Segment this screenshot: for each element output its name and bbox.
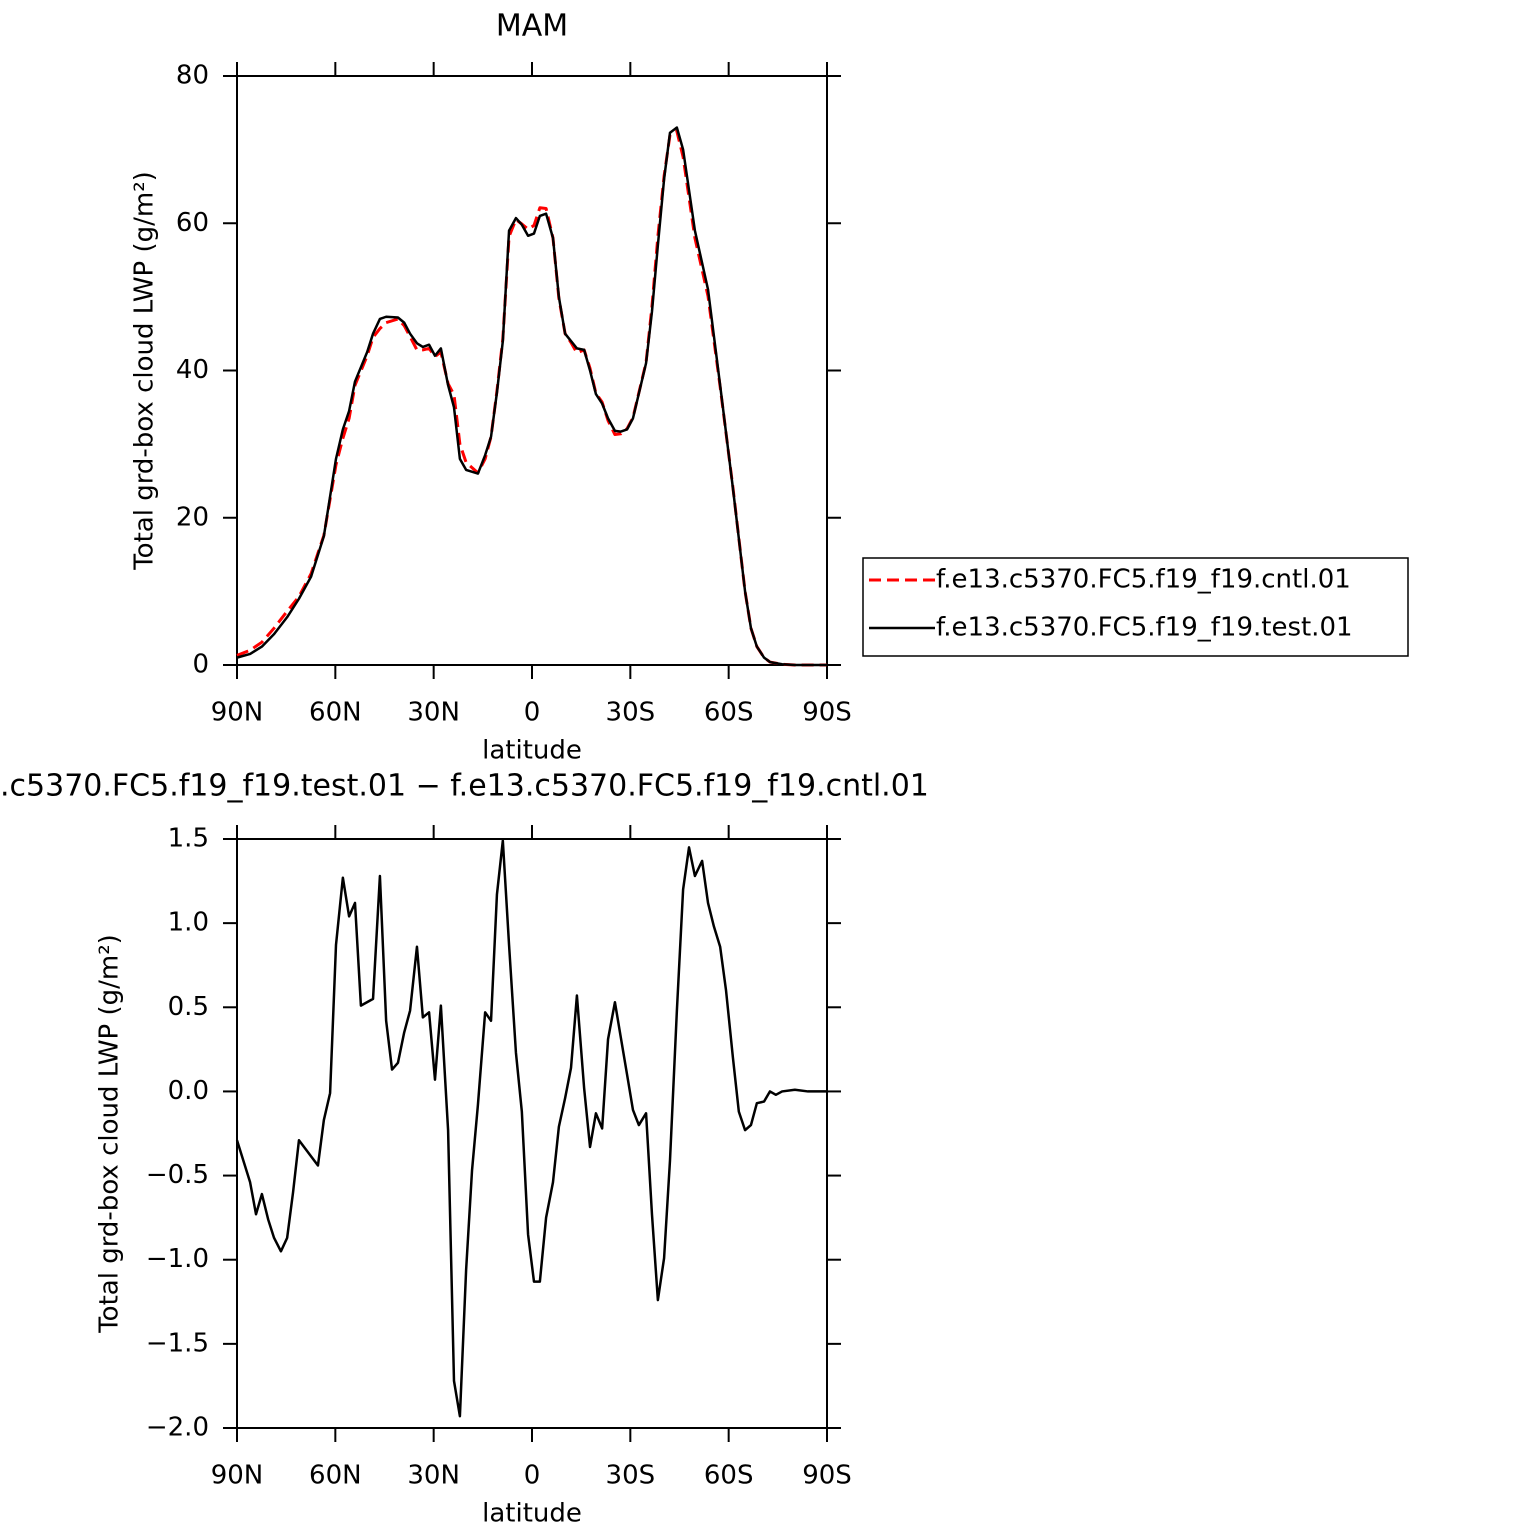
x-tick-label: 0: [524, 1461, 541, 1491]
y-axis-label: Total grd-box cloud LWP (g/m²): [130, 171, 160, 571]
legend-label: f.e13.c5370.FC5.f19_f19.cntl.01: [936, 565, 1351, 595]
x-tick-label: 60N: [309, 1461, 362, 1491]
x-axis-label: latitude: [482, 736, 582, 766]
y-tick-label: 0.0: [168, 1076, 209, 1106]
data-line: [236, 126, 827, 667]
x-tick-label: 30N: [407, 698, 460, 728]
y-tick-label: −1.0: [146, 1244, 209, 1274]
x-tick-label: 30S: [606, 698, 656, 728]
y-tick-label: 40: [176, 355, 209, 385]
y-tick-label: 0: [192, 650, 209, 680]
plot-frame: [236, 75, 828, 666]
x-tick-label: 90S: [802, 698, 852, 728]
legend-label: f.e13.c5370.FC5.f19_f19.test.01: [936, 613, 1353, 643]
y-tick-label: 20: [176, 502, 209, 532]
data-line: [235, 839, 827, 1418]
y-tick-label: 1.0: [168, 908, 209, 938]
data-line: [236, 129, 827, 667]
y-tick-label: −0.5: [146, 1160, 209, 1190]
x-tick-label: 90S: [802, 1461, 852, 1491]
x-tick-label: 0: [524, 698, 541, 728]
y-tick-label: 60: [176, 208, 209, 238]
x-tick-label: 30S: [606, 1461, 656, 1491]
x-tick-label: 60S: [704, 698, 754, 728]
x-tick-label: 30N: [407, 1461, 460, 1491]
chart-title: MAM: [496, 9, 568, 44]
y-tick-label: −2.0: [146, 1413, 209, 1443]
y-tick-label: 0.5: [168, 992, 209, 1022]
y-tick-label: 80: [176, 61, 209, 91]
legend: f.e13.c5370.FC5.f19_f19.cntl.01 f.e13.c53…: [862, 557, 1409, 657]
x-tick-label: 60S: [704, 1461, 754, 1491]
legend-box: [862, 557, 1409, 657]
plot-frame: [236, 838, 828, 1429]
x-axis-label: latitude: [482, 1499, 582, 1529]
x-tick-label: 60N: [309, 698, 362, 728]
y-tick-label: 1.5: [168, 824, 209, 854]
y-axis-label: Total grd-box cloud LWP (g/m²): [95, 934, 125, 1334]
chart-title: .c5370.FC5.f19_f19.test.01 − f.e13.c5370…: [0, 769, 929, 804]
x-tick-label: 90N: [211, 1461, 264, 1491]
x-tick-label: 90N: [211, 698, 264, 728]
y-tick-label: −1.5: [146, 1328, 209, 1358]
